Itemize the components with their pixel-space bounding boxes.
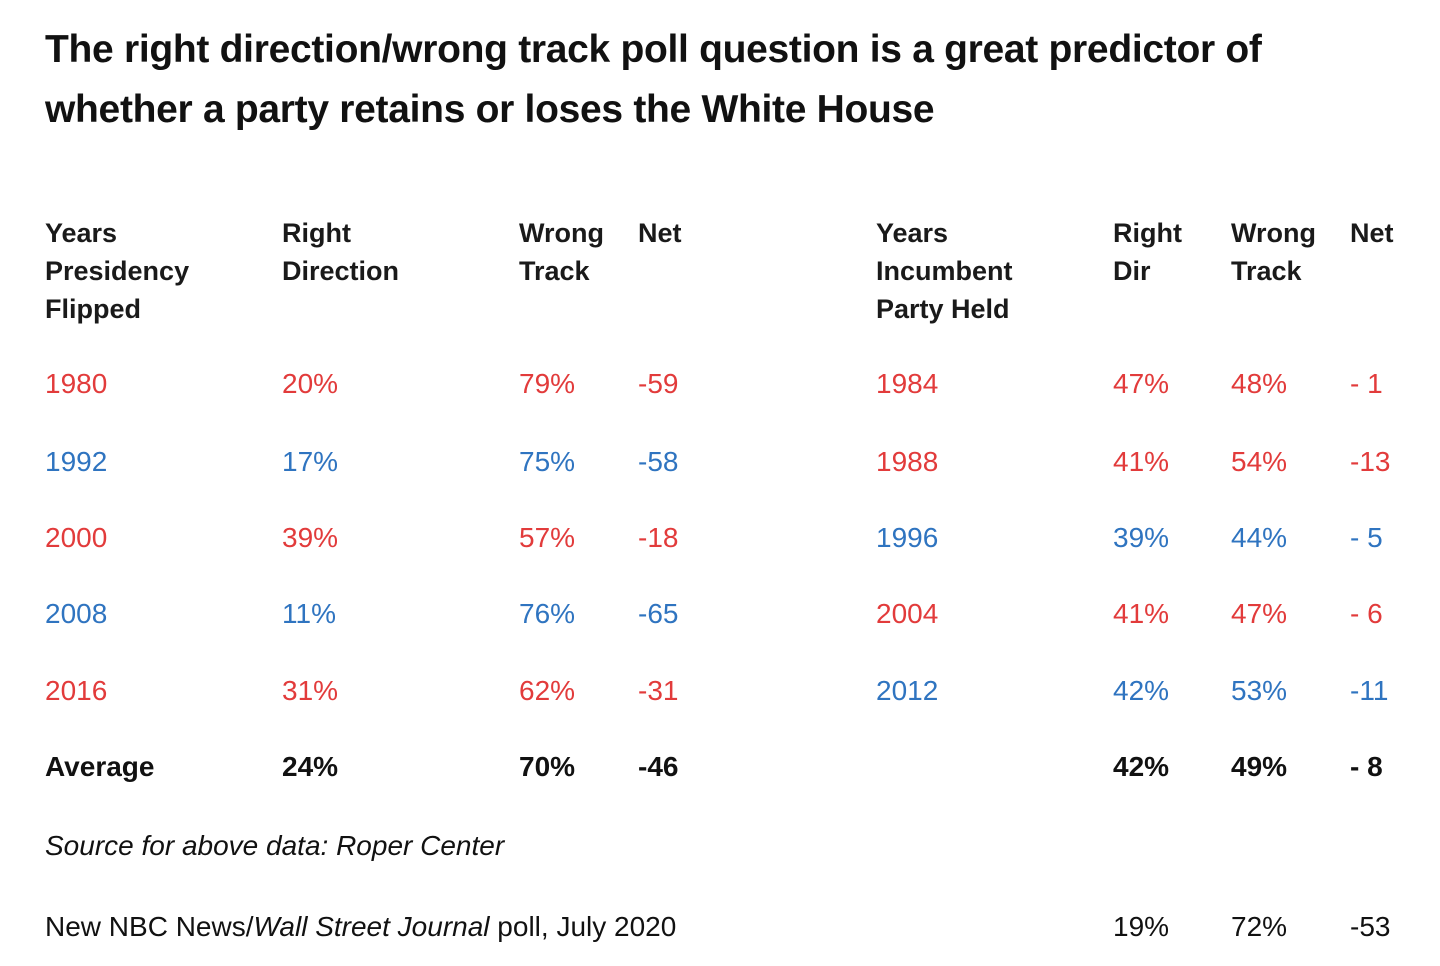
cell-flipped-year: 1992	[45, 446, 108, 477]
cell-held-right: 42%	[1113, 675, 1170, 706]
header-flipped-years: Years Presidency Flipped	[45, 214, 189, 328]
average-flipped-label: Average	[45, 751, 155, 782]
cell-flipped-net: -58	[638, 446, 679, 477]
header-held-right-line: Right	[1113, 218, 1182, 248]
header-held-years-line: Years	[876, 218, 949, 248]
poll-net-value: -53	[1350, 911, 1391, 942]
chart-title: The right direction/wrong track poll que…	[45, 20, 1425, 140]
header-held-wrong-line: Wrong	[1231, 218, 1316, 248]
header-flipped-wrong-line: Track	[519, 256, 590, 286]
cell-held-wrong: 48%	[1231, 368, 1288, 399]
header-flipped-net-line: Net	[638, 218, 682, 248]
average-flipped-net: -46	[638, 751, 679, 782]
header-held-net: Net	[1350, 214, 1394, 252]
cell-held-net: -11	[1350, 675, 1389, 706]
cell-held-right: 41%	[1113, 446, 1170, 477]
cell-held-net: - 1	[1350, 368, 1383, 399]
header-held-years: Years Incumbent Party Held	[876, 214, 1013, 328]
header-flipped-years-line: Years	[45, 218, 118, 248]
average-held-net: - 8	[1350, 751, 1383, 782]
average-held-wrong: 49%	[1231, 751, 1288, 782]
average-flipped-wrong: 70%	[519, 751, 576, 782]
cell-held-net: - 6	[1350, 598, 1383, 629]
cell-flipped-net: -65	[638, 598, 679, 629]
cell-held-wrong: 44%	[1231, 522, 1288, 553]
cell-flipped-right: 39%	[282, 522, 339, 553]
chart-title-line-2: whether a party retains or loses the Whi…	[45, 88, 935, 131]
cell-held-year: 1988	[876, 446, 939, 477]
cell-flipped-right: 31%	[282, 675, 339, 706]
cell-held-right: 41%	[1113, 598, 1170, 629]
cell-flipped-year: 2000	[45, 522, 108, 553]
poll-label-suffix: poll, July 2020	[489, 911, 677, 942]
cell-flipped-net: -18	[638, 522, 679, 553]
header-flipped-right: Right Direction	[282, 214, 399, 290]
cell-flipped-wrong: 75%	[519, 446, 576, 477]
cell-flipped-right: 17%	[282, 446, 339, 477]
cell-held-right: 39%	[1113, 522, 1170, 553]
poll-wrong-value: 72%	[1231, 911, 1288, 942]
cell-flipped-wrong: 62%	[519, 675, 576, 706]
header-flipped-wrong: Wrong Track	[519, 214, 604, 290]
header-flipped-years-line: Presidency	[45, 256, 190, 286]
average-flipped-right: 24%	[282, 751, 339, 782]
cell-flipped-net: -59	[638, 368, 679, 399]
cell-held-year: 2012	[876, 675, 939, 706]
header-flipped-right-line: Direction	[282, 256, 400, 286]
cell-held-year: 2004	[876, 598, 939, 629]
header-held-wrong-line: Track	[1231, 256, 1302, 286]
header-held-wrong: Wrong Track	[1231, 214, 1316, 290]
poll-right-value: 19%	[1113, 911, 1170, 942]
header-flipped-net: Net	[638, 214, 682, 252]
cell-held-net: - 5	[1350, 522, 1383, 553]
cell-held-right: 47%	[1113, 368, 1170, 399]
cell-flipped-right: 11%	[282, 598, 336, 629]
header-held-net-line: Net	[1350, 218, 1394, 248]
header-flipped-wrong-line: Wrong	[519, 218, 604, 248]
average-held-right: 42%	[1113, 751, 1170, 782]
cell-flipped-year: 1980	[45, 368, 108, 399]
cell-held-year: 1984	[876, 368, 939, 399]
header-held-right-line: Dir	[1113, 256, 1151, 286]
header-flipped-right-line: Right	[282, 218, 351, 248]
cell-flipped-year: 2008	[45, 598, 108, 629]
chart-title-line-1: The right direction/wrong track poll que…	[45, 28, 1262, 71]
poll-label-prefix: New NBC News/	[45, 911, 254, 942]
poll-label-italic: Wall Street Journal	[253, 911, 490, 942]
cell-flipped-right: 20%	[282, 368, 339, 399]
source-note: Source for above data: Roper Center	[45, 830, 505, 861]
cell-held-wrong: 47%	[1231, 598, 1288, 629]
header-held-years-line: Party Held	[876, 294, 1010, 324]
header-flipped-years-line: Flipped	[45, 294, 141, 324]
cell-flipped-wrong: 79%	[519, 368, 576, 399]
header-held-right: Right Dir	[1113, 214, 1182, 290]
cell-held-wrong: 54%	[1231, 446, 1288, 477]
poll-label: New NBC News/Wall Street Journal poll, J…	[45, 911, 676, 943]
cell-held-net: -13	[1350, 446, 1391, 477]
cell-flipped-year: 2016	[45, 675, 108, 706]
cell-held-wrong: 53%	[1231, 675, 1288, 706]
cell-flipped-net: -31	[638, 675, 679, 706]
cell-flipped-wrong: 57%	[519, 522, 576, 553]
cell-flipped-wrong: 76%	[519, 598, 576, 629]
header-held-years-line: Incumbent	[876, 256, 1013, 286]
cell-held-year: 1996	[876, 522, 939, 553]
